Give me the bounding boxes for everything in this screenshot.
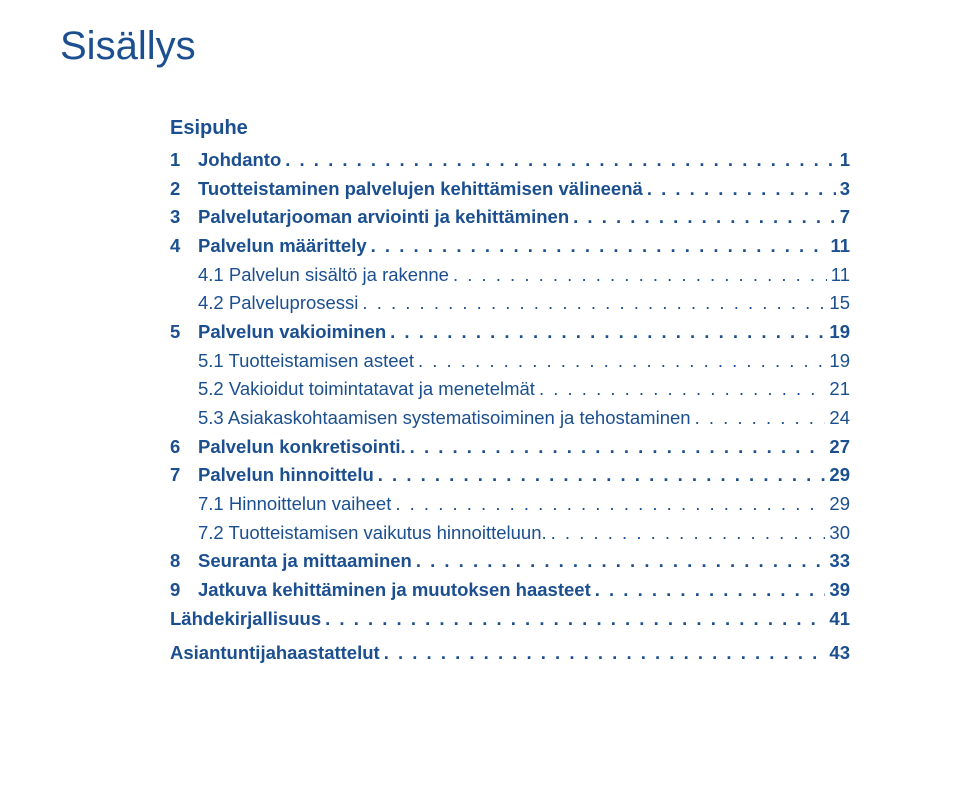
toc-page: 15 xyxy=(825,289,850,318)
toc-row-8: 8 Seuranta ja mittaaminen 33 xyxy=(170,547,850,576)
toc-page: 27 xyxy=(825,433,850,462)
toc-content: Esipuhe 1 Johdanto 1 2 Tuotteistaminen p… xyxy=(60,117,870,668)
toc-label: Palvelun määrittely xyxy=(198,232,367,261)
toc-dots xyxy=(547,519,826,548)
toc-page: 24 xyxy=(825,404,850,433)
toc-row-5-1: 5.1 Tuotteistamisen asteet 19 xyxy=(170,347,850,376)
toc-page: 43 xyxy=(825,639,850,668)
toc-row-4-2: 4.2 Palveluprosessi 15 xyxy=(170,289,850,318)
toc-num: 6 xyxy=(170,433,198,462)
toc-label: 5.3 Asiakaskohtaamisen systematisoiminen… xyxy=(198,404,691,433)
toc-label: Palvelun hinnoittelu xyxy=(198,461,374,490)
toc-page: 41 xyxy=(825,605,850,634)
toc-dots xyxy=(321,605,825,634)
toc-page: 29 xyxy=(825,461,850,490)
toc-label: Seuranta ja mittaaminen xyxy=(198,547,412,576)
toc-num: 3 xyxy=(170,203,198,232)
toc-dots xyxy=(406,433,826,462)
toc-label: 5.2 Vakioidut toimintatavat ja menetelmä… xyxy=(198,375,535,404)
toc-dots xyxy=(591,576,826,605)
toc-num: 2 xyxy=(170,175,198,204)
page: Sisällys Esipuhe 1 Johdanto 1 2 Tuotteis… xyxy=(0,0,960,803)
toc-page: 19 xyxy=(825,347,850,376)
toc-dots xyxy=(386,318,825,347)
toc-row-4: 4 Palvelun määrittely 11 xyxy=(170,232,850,261)
toc-num: 5 xyxy=(170,318,198,347)
toc-page: 11 xyxy=(827,261,850,290)
page-title: Sisällys xyxy=(60,24,870,69)
toc-num: 1 xyxy=(170,146,198,175)
toc-dots xyxy=(358,289,825,318)
toc-page: 39 xyxy=(825,576,850,605)
toc-num: 7 xyxy=(170,461,198,490)
toc-num: 9 xyxy=(170,576,198,605)
toc-label: Johdanto xyxy=(198,146,281,175)
toc-row-5: 5 Palvelun vakioiminen 19 xyxy=(170,318,850,347)
toc-dots xyxy=(380,639,826,668)
toc-row-3: 3 Palvelutarjooman arviointi ja kehittäm… xyxy=(170,203,850,232)
toc-label: Palvelutarjooman arviointi ja kehittämin… xyxy=(198,203,569,232)
toc-head-esipuhe: Esipuhe xyxy=(170,117,850,140)
toc-row-5-3: 5.3 Asiakaskohtaamisen systematisoiminen… xyxy=(170,404,850,433)
toc-label: 4.1 Palvelun sisältö ja rakenne xyxy=(198,261,449,290)
toc-row-6: 6 Palvelun konkretisointi. 27 xyxy=(170,433,850,462)
toc-dots xyxy=(412,547,826,576)
toc-dots xyxy=(374,461,826,490)
toc-row-7-1: 7.1 Hinnoittelun vaiheet 29 xyxy=(170,490,850,519)
toc-dots xyxy=(691,404,826,433)
toc-label: Palvelun konkretisointi. xyxy=(198,433,406,462)
toc-label: 7.2 Tuotteistamisen vaikutus hinnoittelu… xyxy=(198,519,547,548)
toc-label: 7.1 Hinnoittelun vaiheet xyxy=(198,490,391,519)
toc-label: Palvelun vakioiminen xyxy=(198,318,386,347)
toc-label: Jatkuva kehittäminen ja muutoksen haaste… xyxy=(198,576,591,605)
toc-dots xyxy=(391,490,825,519)
toc-label: Tuotteistaminen palvelujen kehittämisen … xyxy=(198,175,643,204)
toc-page: 11 xyxy=(826,232,850,261)
toc-dots xyxy=(643,175,836,204)
toc-row-asiantuntija: Asiantuntijahaastattelut 43 xyxy=(170,639,850,668)
toc-page: 21 xyxy=(825,375,850,404)
toc-dots xyxy=(449,261,827,290)
toc-page: 30 xyxy=(825,519,850,548)
toc-page: 19 xyxy=(825,318,850,347)
toc-label: Asiantuntijahaastattelut xyxy=(170,639,380,668)
toc-row-7-2: 7.2 Tuotteistamisen vaikutus hinnoittelu… xyxy=(170,519,850,548)
toc-num: 8 xyxy=(170,547,198,576)
toc-row-2: 2 Tuotteistaminen palvelujen kehittämise… xyxy=(170,175,850,204)
toc-page: 3 xyxy=(836,175,850,204)
toc-dots xyxy=(367,232,827,261)
toc-dots xyxy=(535,375,825,404)
toc-dots xyxy=(414,347,825,376)
toc-row-5-2: 5.2 Vakioidut toimintatavat ja menetelmä… xyxy=(170,375,850,404)
toc-row-lahde: Lähdekirjallisuus 41 xyxy=(170,605,850,634)
toc-dots xyxy=(281,146,835,175)
toc-page: 1 xyxy=(836,146,850,175)
toc-row-4-1: 4.1 Palvelun sisältö ja rakenne 11 xyxy=(170,261,850,290)
toc-dots xyxy=(569,203,836,232)
toc-label: 5.1 Tuotteistamisen asteet xyxy=(198,347,414,376)
toc-row-1: 1 Johdanto 1 xyxy=(170,146,850,175)
toc-label: Lähdekirjallisuus xyxy=(170,605,321,634)
toc-page: 29 xyxy=(825,490,850,519)
toc-row-7: 7 Palvelun hinnoittelu 29 xyxy=(170,461,850,490)
toc-page: 33 xyxy=(825,547,850,576)
toc-page: 7 xyxy=(836,203,850,232)
toc-label: 4.2 Palveluprosessi xyxy=(198,289,358,318)
toc-row-9: 9 Jatkuva kehittäminen ja muutoksen haas… xyxy=(170,576,850,605)
toc-num: 4 xyxy=(170,232,198,261)
